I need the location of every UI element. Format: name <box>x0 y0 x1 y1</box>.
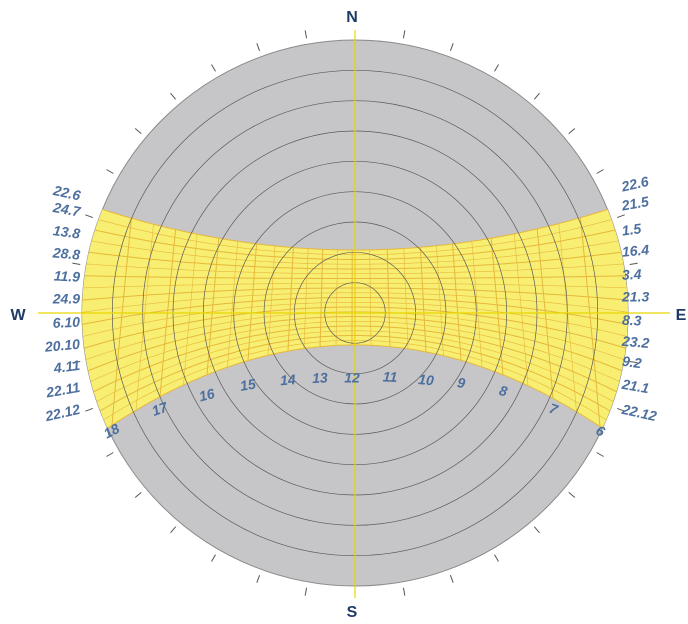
azimuth-tick <box>617 407 625 412</box>
azimuth-tick <box>568 491 576 498</box>
hour-line <box>227 241 238 368</box>
hour-line <box>490 238 504 375</box>
azimuth-tick <box>211 64 216 72</box>
date-label-left: 6.10 <box>52 314 80 331</box>
azimuth-tick <box>304 587 308 596</box>
hour-line <box>206 238 220 375</box>
hour-label: 17 <box>150 398 171 419</box>
azimuth-tick <box>85 214 93 219</box>
hour-line <box>335 249 338 346</box>
azimuth-tick <box>629 262 638 266</box>
azimuth-tick <box>533 526 540 534</box>
hour-line <box>159 229 177 397</box>
azimuth-tick <box>617 214 625 219</box>
azimuth-tick <box>72 262 81 266</box>
hour-line <box>452 243 462 361</box>
date-label-left: 22.6 <box>51 182 82 204</box>
west-label: W <box>10 307 26 324</box>
hour-line <box>369 249 372 346</box>
hour-line <box>287 247 294 352</box>
date-label-left: 22.12 <box>43 401 82 424</box>
azimuth-tick <box>494 64 499 72</box>
north-label: N <box>346 9 358 26</box>
labels: 22.624.713.828.811.924.96.1020.104.1122.… <box>43 173 659 442</box>
hour-line <box>403 248 409 349</box>
azimuth-tick <box>568 128 576 135</box>
hour-line <box>471 241 483 367</box>
date-label-right: 16.4 <box>621 241 650 259</box>
azimuth-tick <box>106 169 114 174</box>
azimuth-tick <box>629 360 638 364</box>
date-label-left: 4.11 <box>52 357 81 376</box>
hour-line <box>111 218 132 426</box>
azimuth-tick <box>494 554 499 562</box>
azimuth-tick <box>304 30 308 39</box>
hour-label: 16 <box>197 385 216 404</box>
date-label-right: 1.5 <box>621 220 643 238</box>
date-label-right: 23.2 <box>620 333 650 351</box>
azimuth-tick <box>256 575 261 583</box>
azimuth-tick <box>533 92 540 100</box>
hour-line <box>267 245 276 356</box>
azimuth-tick <box>106 452 114 457</box>
azimuth-tick <box>449 43 454 51</box>
date-label-left: 11.9 <box>54 268 81 285</box>
azimuth-tick <box>402 30 406 39</box>
date-label-right: 21.3 <box>621 289 649 305</box>
azimuth-tick <box>134 128 142 135</box>
hour-label: 18 <box>101 420 122 442</box>
azimuth-tick <box>596 452 604 457</box>
azimuth-ticks <box>72 30 638 596</box>
date-label-right: 21.1 <box>620 376 651 397</box>
date-label-left: 24.7 <box>51 199 83 220</box>
hour-line <box>183 234 198 386</box>
hour-line <box>579 217 601 427</box>
date-label-left: 20.10 <box>43 336 81 355</box>
south-label: S <box>347 604 358 621</box>
date-label-right: 3.4 <box>622 266 642 283</box>
hour-line <box>419 247 427 352</box>
date-label-left: 28.8 <box>51 244 81 262</box>
azimuth-tick <box>211 554 216 562</box>
hour-line <box>513 233 529 386</box>
azimuth-tick <box>170 526 177 534</box>
date-label-right: 8.3 <box>622 312 642 329</box>
date-label-right: 9.2 <box>621 353 643 371</box>
east-label: E <box>676 307 687 324</box>
date-label-right: 22.12 <box>620 401 659 424</box>
azimuth-tick <box>256 43 261 51</box>
azimuth-tick <box>134 491 142 498</box>
date-label-left: 13.8 <box>52 222 81 241</box>
hour-label: 12 <box>344 370 360 386</box>
azimuth-tick <box>170 92 177 100</box>
azimuth-tick <box>402 587 406 596</box>
azimuth-tick <box>596 169 604 174</box>
hour-line <box>436 245 444 356</box>
hour-label: 15 <box>239 376 257 394</box>
hour-line <box>319 249 324 347</box>
azimuth-tick <box>449 575 454 583</box>
hour-label: 13 <box>312 369 329 386</box>
azimuth-tick <box>72 360 81 364</box>
hour-line <box>386 249 391 347</box>
date-label-left: 24.9 <box>52 291 80 307</box>
hour-line <box>247 243 258 361</box>
hour-line <box>303 248 309 349</box>
azimuth-tick <box>85 407 93 412</box>
date-label-left: 22.11 <box>44 379 81 401</box>
hour-label: 8 <box>498 382 510 399</box>
date-label-right: 22.6 <box>619 173 650 195</box>
hour-label: 14 <box>279 371 296 388</box>
hour-line <box>536 228 554 399</box>
hour-label: 10 <box>418 371 435 388</box>
hour-label: 11 <box>382 368 398 385</box>
hour-label: 9 <box>456 374 466 391</box>
date-label-right: 21.5 <box>619 193 650 214</box>
